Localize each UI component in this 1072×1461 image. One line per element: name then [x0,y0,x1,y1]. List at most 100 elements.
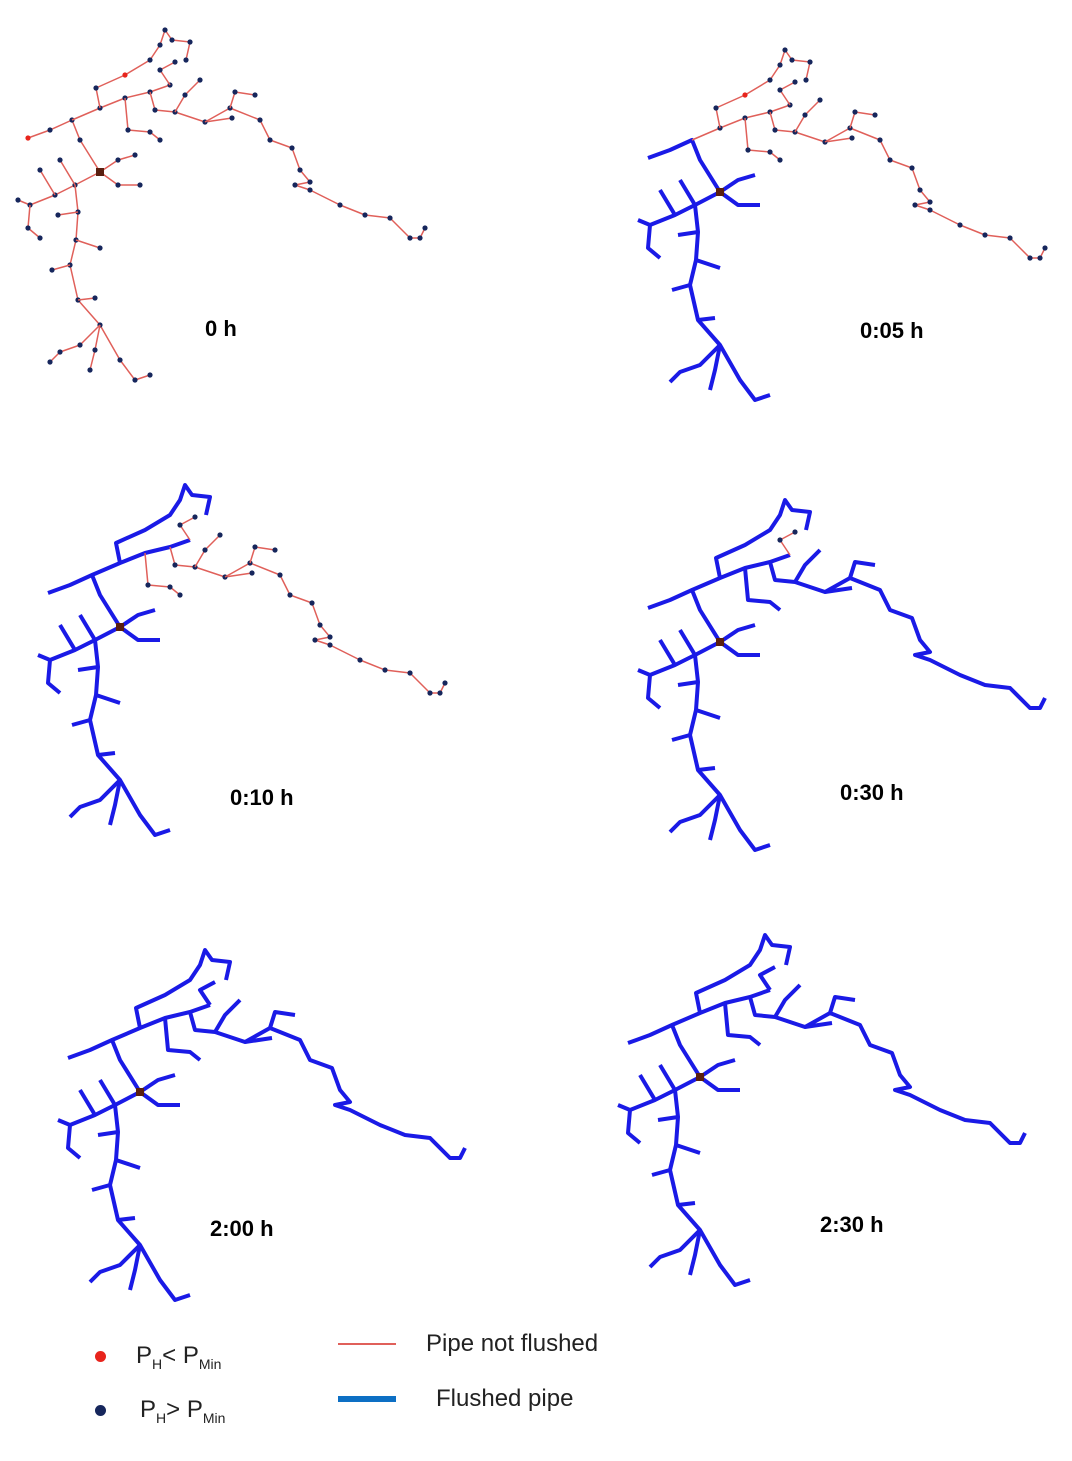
thin-red-line-icon [338,1343,396,1345]
network-layer [637,498,1047,852]
panel-label-0-30h: 0:30 h [840,780,904,805]
flushed-pipe [793,548,822,584]
flushed-pipe [213,998,242,1034]
flushed-pipe [718,640,760,657]
node-above-min [713,105,719,111]
node-above-min [172,562,178,568]
pipe-not-flushed [744,117,781,161]
flushed-pipe [677,680,699,687]
node-above-min [125,127,131,133]
pipe-not-flushed [249,546,276,564]
flushed-pipe [691,553,791,592]
network-layer [637,47,1048,402]
node-above-min [252,92,258,98]
flushed-pipe [637,640,721,677]
legend-above-min-label: PH> PMin [140,1396,226,1426]
network-map-0-05h [637,47,1048,402]
node-above-min [252,544,258,550]
flushed-pipe [617,1075,701,1112]
flushed-pipe [658,188,677,217]
panel-label-2-00h: 2:00 h [210,1216,274,1241]
pipe-not-flushed [179,516,196,541]
pipe-not-flushed [49,324,101,363]
node-above-min [77,137,83,143]
node-above-min [169,37,175,43]
flushed-pipe [688,654,771,852]
pipe-not-flushed [71,84,171,121]
node-above-min [147,129,153,135]
pipe-not-flushed [691,104,791,141]
network-layer [617,933,1027,1287]
flushed-pipe [97,751,116,757]
node-above-min [927,199,933,205]
flushed-pipe [718,190,760,207]
node-above-min [37,235,43,241]
flushed-pipe [768,561,853,594]
flushed-pipe [804,1011,1027,1145]
legend-below-min-label: PH< PMin [136,1342,222,1372]
node-above-min [187,39,193,45]
pipe-not-flushed [27,119,101,173]
node-above-min [257,117,263,123]
node-above-min [182,92,188,98]
node-above-min [437,690,443,696]
flushed-pipe [118,608,156,629]
pipe-not-flushed [59,159,76,186]
flushed-pipe [698,1058,736,1079]
pipe-not-flushed [194,534,221,568]
flushed-pipe [134,948,232,1029]
node-above-min [777,62,783,68]
flushed-pipe [678,628,697,657]
node-above-min [272,547,278,553]
node-below-min [122,72,128,78]
flushed-pipe [108,1104,191,1302]
flushed-pipe [718,173,756,194]
network-map-2-00h [57,948,467,1302]
flushed-pipe [268,1010,296,1029]
node-above-min [97,245,103,251]
node-above-min [49,267,55,273]
legend-above-min: PH> PMin [95,1396,225,1426]
node-above-min [157,67,163,73]
flushed-pipe [678,178,697,207]
flushed-pipe [714,498,812,579]
flushed-pipe [675,1143,701,1155]
flushed-pipe [57,1090,141,1127]
node-above-min [407,235,413,241]
node-above-min [57,349,63,355]
flushed-pipe [748,996,833,1029]
pipe-not-flushed [174,79,201,113]
pipe-not-flushed [159,61,176,86]
flushed-pipe [626,1109,642,1145]
pipe-not-flushed [95,29,191,109]
node-above-min [792,79,798,85]
node-above-min [147,57,153,63]
node-above-min [183,57,189,63]
flushed-pipe [648,1228,702,1269]
node-above-min [877,137,883,143]
node-above-min [362,212,368,218]
node-above-min [217,532,223,538]
network-map-0-30h [637,498,1047,852]
node-above-min [849,135,855,141]
pipe-not-flushed [769,111,853,143]
flushed-pipe [695,708,721,720]
node-above-min [93,85,99,91]
node-above-min [177,592,183,598]
flushed-pipe [128,1244,142,1291]
flushed-pipe [708,794,722,841]
panel-label-0h: 0 h [205,316,237,341]
pipe-not-flushed [144,552,181,596]
thick-blue-line-icon [338,1396,396,1402]
node-above-min [917,187,923,193]
red-node-icon [95,1351,106,1363]
node-above-min [327,642,333,648]
flushed-pipe [688,1229,702,1276]
node-above-min [157,42,163,48]
node-above-min [289,145,295,151]
pipe-not-flushed [229,91,256,109]
node-above-min [1007,235,1013,241]
flushed-pipe [91,538,191,577]
node-above-min [887,157,893,163]
